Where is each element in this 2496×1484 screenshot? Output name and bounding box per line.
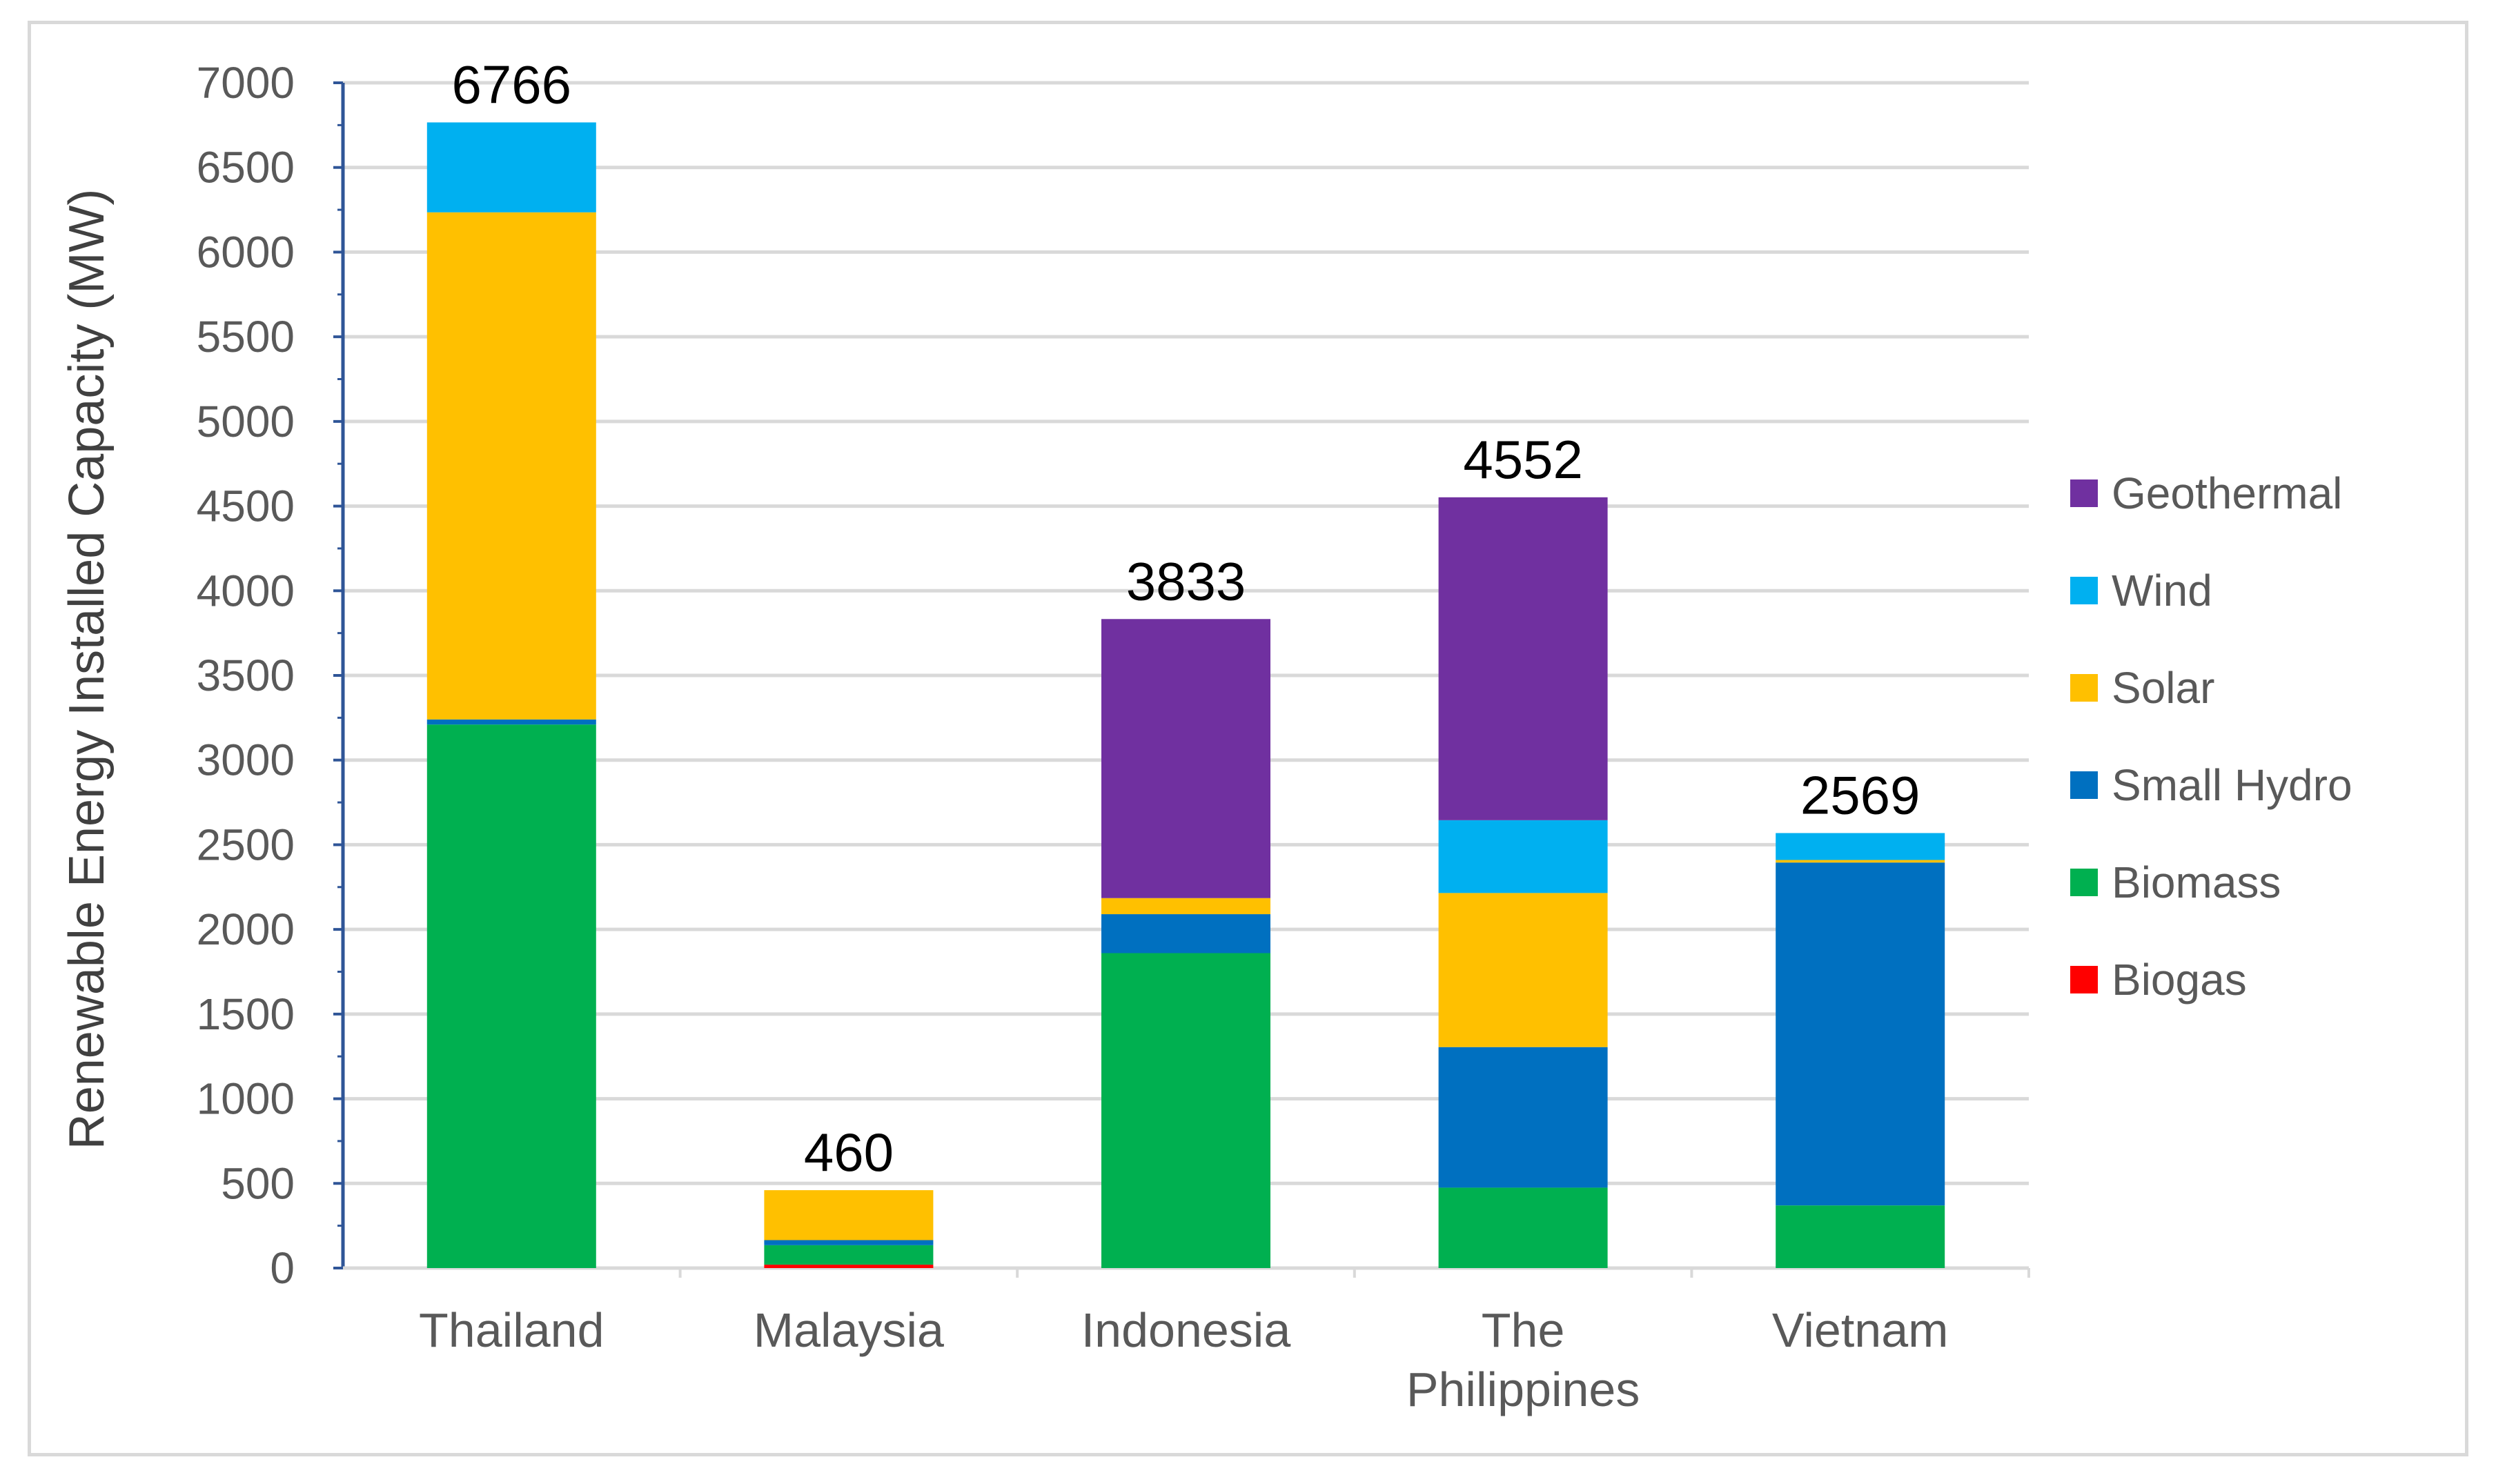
legend-label-small-hydro: Small Hydro bbox=[2112, 760, 2352, 810]
bar-segment-geothermal bbox=[1438, 497, 1608, 820]
legend-label-biogas: Biogas bbox=[2112, 955, 2247, 1005]
y-tick-label: 2500 bbox=[197, 820, 295, 869]
bar-segment-biomass bbox=[1101, 953, 1270, 1268]
bar-total-label: 2569 bbox=[1800, 764, 1920, 825]
legend-label-wind: Wind bbox=[2112, 566, 2212, 615]
y-tick-label: 3000 bbox=[197, 735, 295, 785]
y-tick-label: 2000 bbox=[197, 904, 295, 954]
bars bbox=[426, 122, 1945, 1268]
bar-total-label: 4552 bbox=[1463, 429, 1583, 490]
y-tick-label: 3500 bbox=[197, 651, 295, 700]
x-category-label: Thailand bbox=[419, 1303, 605, 1357]
bar-segment-solar bbox=[426, 212, 596, 720]
bar-segment-biomass bbox=[426, 724, 596, 1268]
x-category-label: Indonesia bbox=[1081, 1303, 1291, 1357]
bar-segment-solar bbox=[1438, 893, 1608, 1047]
bar-total-label: 460 bbox=[804, 1122, 894, 1183]
legend-label-biomass: Biomass bbox=[2112, 858, 2281, 907]
bar-segment-wind bbox=[426, 122, 596, 212]
bar-segment-small-hydro bbox=[1438, 1047, 1608, 1188]
y-tick-label: 4500 bbox=[197, 482, 295, 531]
bar-segment-biomass bbox=[1438, 1187, 1608, 1268]
y-tick-label: 1500 bbox=[197, 989, 295, 1039]
legend-swatch-biomass bbox=[2070, 869, 2098, 896]
legend-swatch-biogas bbox=[2070, 966, 2098, 993]
bar-segment-small-hydro bbox=[1776, 862, 1945, 1206]
legend-swatch-solar bbox=[2070, 674, 2098, 702]
bar-total-label: 3833 bbox=[1126, 551, 1246, 611]
legend-swatch-small-hydro bbox=[2070, 771, 2098, 799]
bar-segment-biogas bbox=[764, 1265, 934, 1268]
bar-segment-wind bbox=[1776, 833, 1945, 860]
legend-swatch-geothermal bbox=[2070, 479, 2098, 507]
bar-segment-wind bbox=[1438, 820, 1608, 893]
y-tick-label: 4000 bbox=[197, 566, 295, 615]
legend-swatch-wind bbox=[2070, 577, 2098, 604]
bar-segment-small-hydro bbox=[1101, 914, 1270, 953]
y-tick-label: 7000 bbox=[197, 58, 295, 108]
x-category-label: Malaysia bbox=[754, 1303, 944, 1357]
y-tick-label: 6500 bbox=[197, 143, 295, 192]
x-category-label: The bbox=[1482, 1303, 1565, 1357]
bar-segment-solar bbox=[1101, 898, 1270, 915]
legend-label-solar: Solar bbox=[2112, 663, 2214, 713]
y-tick-label: 5500 bbox=[197, 312, 295, 362]
y-axis-title: Renewable Energy Installed Capacity (MW) bbox=[59, 189, 115, 1150]
bar-segment-solar bbox=[764, 1190, 934, 1240]
gridlines bbox=[343, 81, 2029, 1185]
y-tick-label: 6000 bbox=[197, 227, 295, 277]
labels: 0 500 1000 1500 2000 2500 3000 3500 4000 4500 5000… bbox=[197, 54, 1949, 1416]
bar-total-label: 6766 bbox=[452, 54, 572, 115]
y-tick-label: 500 bbox=[221, 1158, 295, 1208]
bar-segment-small-hydro bbox=[426, 719, 596, 725]
bar-segment-solar bbox=[1776, 860, 1945, 863]
bar-segment-biomass bbox=[764, 1245, 934, 1265]
bar-segment-biomass bbox=[1776, 1205, 1945, 1268]
y-tick-label: 0 bbox=[270, 1243, 295, 1293]
x-category-label: Philippines bbox=[1406, 1363, 1640, 1416]
y-tick-label: 5000 bbox=[197, 397, 295, 446]
bar-segment-small-hydro bbox=[764, 1240, 934, 1245]
legend: Geothermal Wind Solar Small Hydro Biomass Bio… bbox=[2070, 468, 2352, 1005]
x-category-label: Vietnam bbox=[1772, 1303, 1949, 1357]
legend-label-geothermal: Geothermal bbox=[2112, 468, 2342, 518]
y-tick-label: 1000 bbox=[197, 1074, 295, 1124]
bar-segment-geothermal bbox=[1101, 619, 1270, 898]
